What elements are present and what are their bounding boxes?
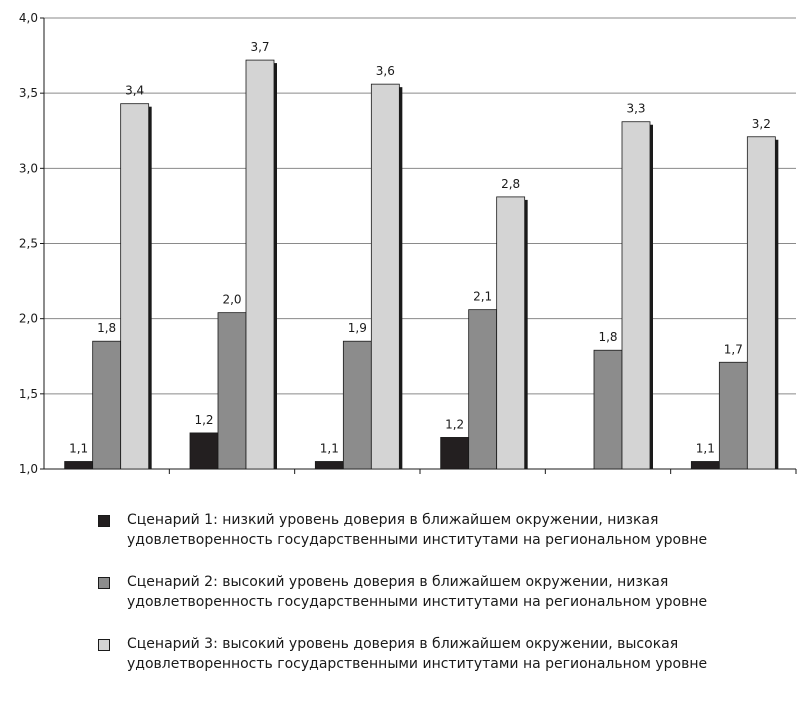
legend-item-scenario-3: Сценарий 3: высокий уровень доверия в бл… bbox=[98, 634, 778, 674]
bar bbox=[92, 340, 122, 470]
y-tick-label: 1,5 bbox=[19, 387, 38, 401]
data-label: 2,0 bbox=[222, 293, 241, 307]
data-label: 1,2 bbox=[445, 417, 464, 431]
y-tick-label: 4,0 bbox=[19, 11, 38, 25]
data-label: 1,1 bbox=[696, 441, 715, 455]
data-label: 1,8 bbox=[598, 330, 617, 344]
bar bbox=[120, 103, 150, 470]
legend-label-scenario-3: Сценарий 3: высокий уровень доверия в бл… bbox=[127, 636, 708, 672]
data-label: 2,1 bbox=[473, 290, 492, 304]
bar bbox=[64, 461, 94, 470]
bar bbox=[746, 136, 776, 470]
data-label: 3,2 bbox=[752, 117, 771, 131]
data-label: 3,6 bbox=[376, 64, 395, 78]
legend-item-scenario-1: Сценарий 1: низкий уровень доверия в бли… bbox=[98, 510, 778, 550]
legend-swatch-scenario-3 bbox=[98, 639, 110, 651]
data-label: 3,3 bbox=[626, 102, 645, 116]
data-label: 3,7 bbox=[250, 40, 269, 54]
bar bbox=[468, 309, 498, 470]
bar bbox=[621, 121, 651, 470]
y-tick-label: 3,0 bbox=[19, 161, 38, 175]
bar bbox=[718, 361, 748, 470]
bar-chart: 1,01,52,02,53,03,54,01,11,83,4Украина1,2… bbox=[19, 11, 797, 476]
data-label: 1,7 bbox=[724, 342, 743, 356]
legend-label-scenario-2: Сценарий 2: высокий уровень доверия в бл… bbox=[127, 574, 708, 610]
legend-item-scenario-2: Сценарий 2: высокий уровень доверия в бл… bbox=[98, 572, 778, 612]
bar bbox=[245, 59, 275, 470]
y-tick-label: 2,5 bbox=[19, 237, 38, 251]
bar bbox=[217, 312, 247, 470]
bar bbox=[496, 196, 526, 470]
bar bbox=[314, 461, 344, 470]
y-tick-label: 1,0 bbox=[19, 462, 38, 476]
data-label: 1,9 bbox=[348, 321, 367, 335]
data-label: 1,1 bbox=[320, 441, 339, 455]
bar bbox=[690, 461, 720, 470]
data-label: 1,1 bbox=[69, 441, 88, 455]
legend: Сценарий 1: низкий уровень доверия в бли… bbox=[98, 510, 778, 696]
data-label: 1,8 bbox=[97, 321, 116, 335]
legend-swatch-scenario-2 bbox=[98, 577, 110, 589]
data-label: 3,4 bbox=[125, 84, 144, 98]
data-label: 2,8 bbox=[501, 177, 520, 191]
y-tick-label: 3,5 bbox=[19, 86, 38, 100]
chart-area: 1,01,52,02,53,03,54,01,11,83,4Украина1,2… bbox=[19, 11, 797, 476]
bar bbox=[370, 83, 400, 470]
legend-label-scenario-1: Сценарий 1: низкий уровень доверия в бли… bbox=[127, 512, 708, 548]
legend-swatch-scenario-1 bbox=[98, 515, 110, 527]
data-label: 1,2 bbox=[194, 413, 213, 427]
bar bbox=[342, 340, 372, 470]
y-tick-label: 2,0 bbox=[19, 312, 38, 326]
bar bbox=[593, 349, 623, 470]
bar bbox=[189, 432, 219, 470]
bar bbox=[440, 437, 470, 470]
